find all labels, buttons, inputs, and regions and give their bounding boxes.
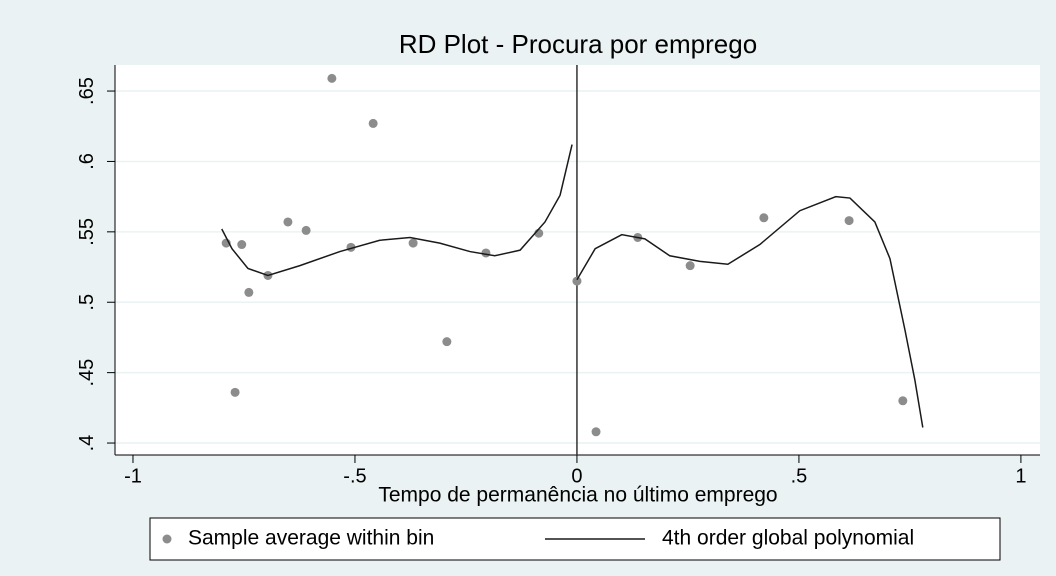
point [572, 276, 582, 286]
point [230, 387, 240, 397]
chart-title: RD Plot - Procura por emprego [399, 29, 757, 59]
x-axis-title: Tempo de permanência no último emprego [378, 484, 777, 507]
point [368, 118, 378, 128]
point [408, 238, 418, 248]
point [244, 287, 254, 297]
y-tick-label: .65 [76, 77, 98, 105]
y-tick-label: .55 [76, 218, 98, 246]
point [283, 217, 293, 227]
point [327, 73, 337, 83]
point [442, 337, 452, 347]
line [221, 144, 924, 428]
y-tick-label: .5 [76, 294, 98, 311]
legend-label: Sample average within bin [188, 527, 434, 550]
point [591, 427, 601, 437]
x-tick-label: -1 [124, 465, 142, 487]
point [759, 213, 769, 223]
point [898, 396, 908, 406]
y-tick-label: .4 [76, 435, 98, 452]
point [685, 261, 695, 271]
x-tick-label: 0 [571, 465, 582, 487]
legend-marker [162, 534, 172, 544]
y-tick-label: .45 [76, 359, 98, 387]
x-tick-label: .5 [791, 465, 808, 487]
x-tick-label: -.5 [343, 465, 366, 487]
legend-label: 4th order global polynomial [662, 527, 914, 550]
point [844, 216, 854, 226]
point [481, 248, 491, 258]
point [237, 240, 247, 250]
point [301, 225, 311, 235]
x-tick-label: 1 [1015, 465, 1026, 487]
y-tick-label: .6 [76, 153, 98, 170]
